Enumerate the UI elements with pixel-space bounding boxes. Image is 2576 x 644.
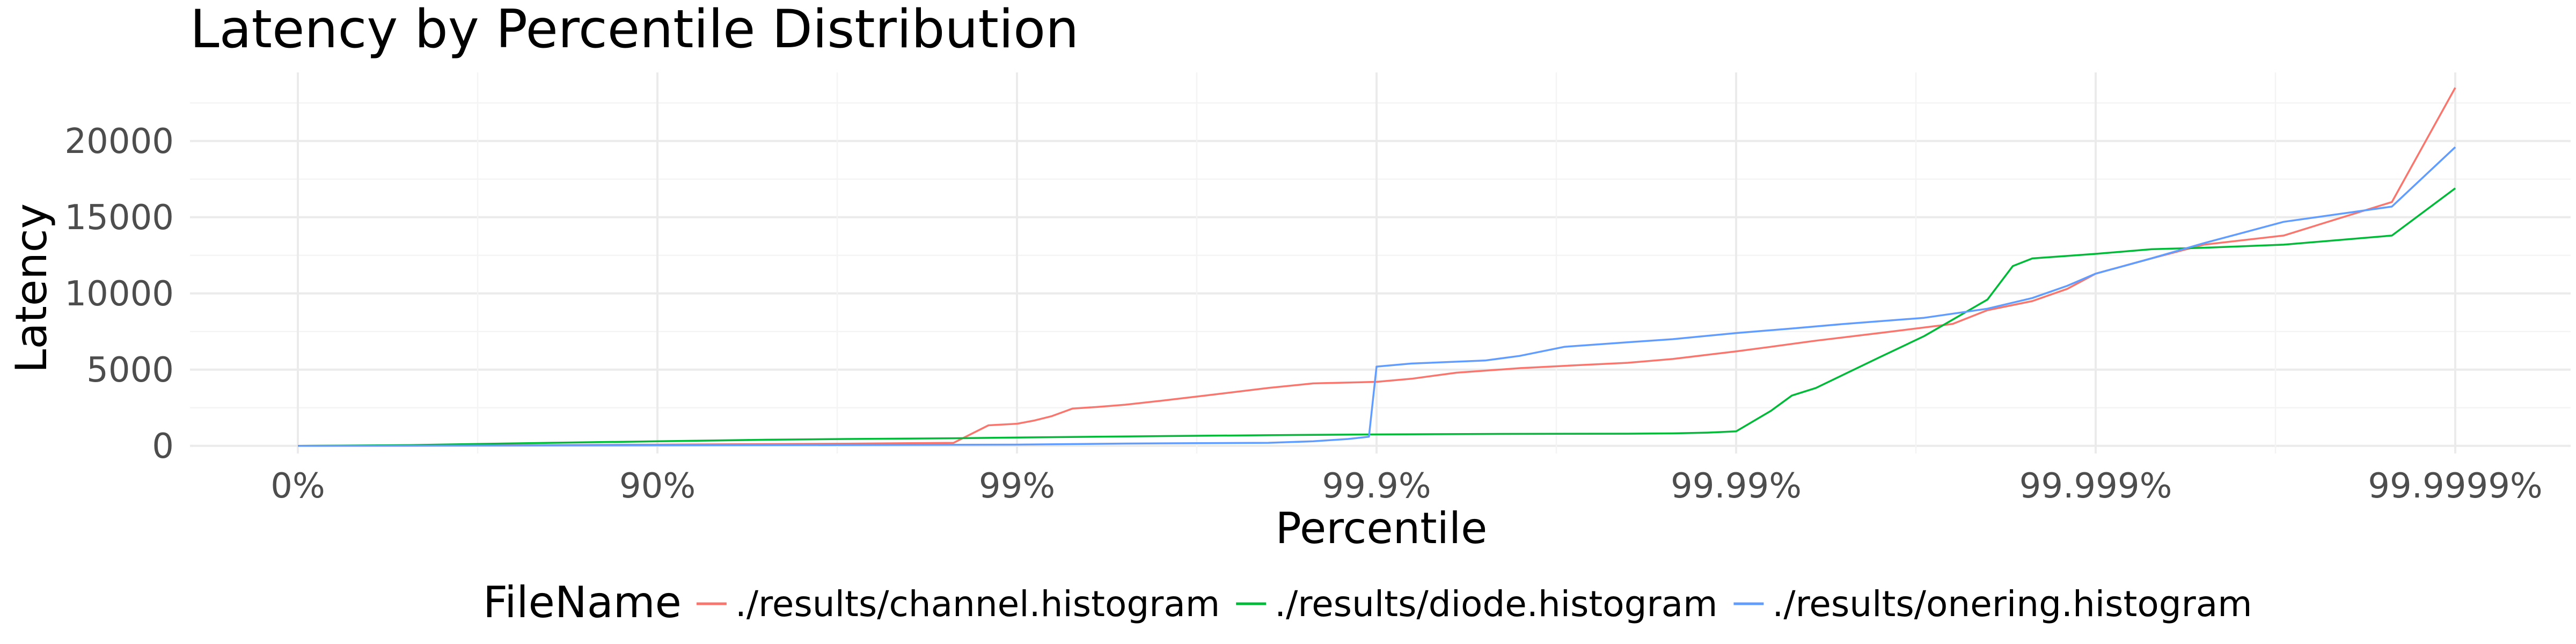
legend-title: FileName [483, 577, 682, 627]
x-tick-label: 99.9999% [2368, 466, 2542, 506]
series-line [297, 187, 2456, 447]
legend-label: ./results/diode.histogram [1275, 583, 1717, 625]
x-tick-label: 90% [619, 466, 696, 506]
chart-title: Latency by Percentile Distribution [190, 0, 1079, 60]
y-tick-label: 0 [152, 427, 174, 466]
x-tick-label: 99% [979, 466, 1055, 506]
y-tick-label: 5000 [86, 350, 174, 390]
legend-item: ./results/diode.histogram [1236, 583, 1717, 625]
x-tick-label: 99.9% [1322, 466, 1431, 506]
series-lines [297, 87, 2456, 447]
legend-items: ./results/channel.histogram ./results/dio… [696, 583, 2252, 625]
x-tick-label: 99.999% [2019, 466, 2172, 506]
legend-item: ./results/channel.histogram [696, 583, 1220, 625]
legend-label: ./results/channel.histogram [735, 583, 1220, 625]
legend: FileName ./results/channel.histogram ./re… [483, 577, 2252, 627]
y-tick-label: 10000 [64, 274, 174, 314]
series-line [297, 146, 2456, 447]
legend-label: ./results/onering.histogram [1772, 583, 2252, 625]
legend-item: ./results/onering.histogram [1733, 583, 2252, 625]
grid [190, 72, 2571, 453]
x-tick-label: 0% [270, 466, 325, 506]
x-tick-label: 99.99% [1671, 466, 1802, 506]
y-tick-label: 20000 [64, 122, 174, 162]
series-line [297, 87, 2456, 447]
y-tick-label: 15000 [64, 198, 174, 238]
y-axis-ticks: 0 5000 10000 15000 20000 [64, 122, 174, 466]
y-axis-label: Latency [6, 203, 56, 373]
x-axis-label: Percentile [1276, 503, 1488, 553]
x-axis-ticks: 0% 90% 99% 99.9% 99.99% 99.999% 99.9999% [270, 466, 2543, 506]
